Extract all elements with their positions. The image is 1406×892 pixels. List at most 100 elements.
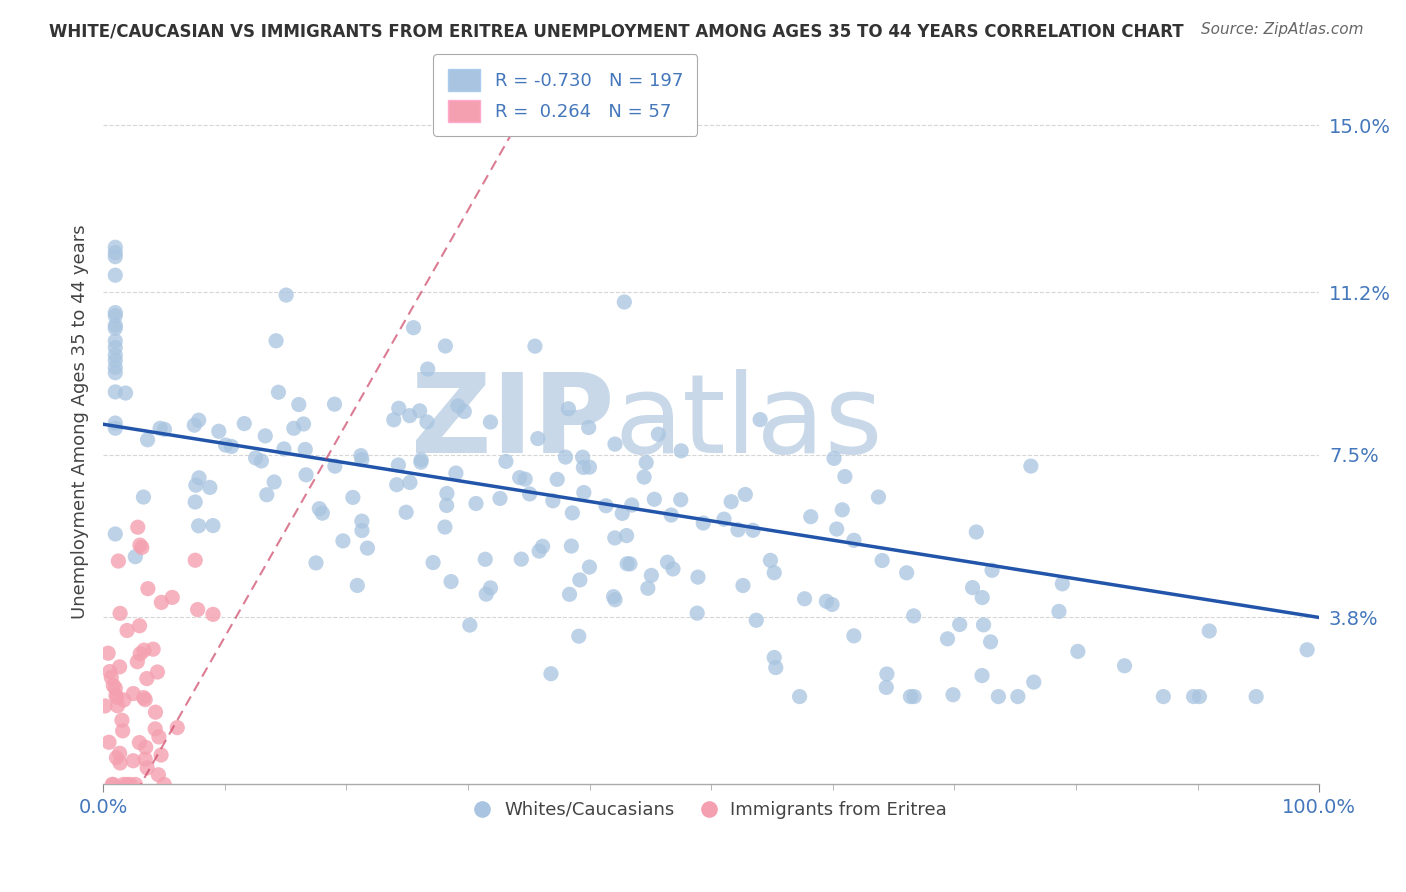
Point [399,475,422,490]
Point [568,629,591,643]
Point [657,555,679,569]
Point [519,487,541,501]
Point [115,777,138,791]
Point [104,318,127,333]
Point [422,556,444,570]
Point [557,401,579,416]
Point [436,486,458,500]
Point [640,568,662,582]
Point [643,492,665,507]
Point [294,442,316,457]
Point [104,416,127,430]
Point [416,362,439,376]
Point [111,713,134,727]
Point [647,427,669,442]
Point [98,735,121,749]
Point [612,507,634,521]
Point [104,421,127,435]
Point [305,556,328,570]
Point [148,730,170,744]
Point [107,554,129,568]
Point [184,553,207,567]
Point [1114,658,1136,673]
Point [727,523,749,537]
Point [669,443,692,458]
Point [129,647,152,661]
Point [1052,577,1074,591]
Point [1198,624,1220,638]
Point [276,288,298,302]
Point [104,305,127,319]
Point [250,454,273,468]
Point [128,735,150,749]
Point [619,557,641,571]
Point [166,721,188,735]
Point [162,591,184,605]
Point [949,617,972,632]
Text: atlas: atlas [614,368,883,475]
Point [108,607,131,621]
Point [821,598,844,612]
Point [104,309,127,323]
Point [416,415,439,429]
Point [342,491,364,505]
Point [713,512,735,526]
Point [208,424,231,438]
Point [295,467,318,482]
Point [759,553,782,567]
Point [433,520,456,534]
Point [531,539,554,553]
Point [184,495,207,509]
Point [398,409,420,423]
Point [523,339,546,353]
Point [132,643,155,657]
Point [686,570,709,584]
Point [636,456,658,470]
Point [104,384,127,399]
Point [131,541,153,555]
Point [789,690,811,704]
Point [616,557,638,571]
Point [124,549,146,564]
Point [763,650,786,665]
Point [515,472,537,486]
Point [356,541,378,555]
Point [572,460,595,475]
Point [135,672,157,686]
Point [692,516,714,530]
Point [527,432,550,446]
Point [560,539,582,553]
Point [1022,675,1045,690]
Point [129,538,152,552]
Point [578,420,600,434]
Point [134,692,156,706]
Point [970,668,993,682]
Point [187,413,209,427]
Point [104,250,127,264]
Point [104,240,127,254]
Point [104,245,127,260]
Point [104,268,127,283]
Point [436,499,458,513]
Point [842,533,865,548]
Point [571,450,593,465]
Y-axis label: Unemployment Among Ages 35 to 44 years: Unemployment Among Ages 35 to 44 years [72,225,89,619]
Point [104,341,127,355]
Point [527,544,550,558]
Point [616,528,638,542]
Point [489,491,512,506]
Point [603,592,626,607]
Point [122,687,145,701]
Point [823,451,845,466]
Point [561,506,583,520]
Point [742,523,765,537]
Point [103,678,125,692]
Point [745,613,768,627]
Point [662,562,685,576]
Point [474,552,496,566]
Point [201,518,224,533]
Point [143,722,166,736]
Point [541,493,564,508]
Point [554,450,576,464]
Point [267,385,290,400]
